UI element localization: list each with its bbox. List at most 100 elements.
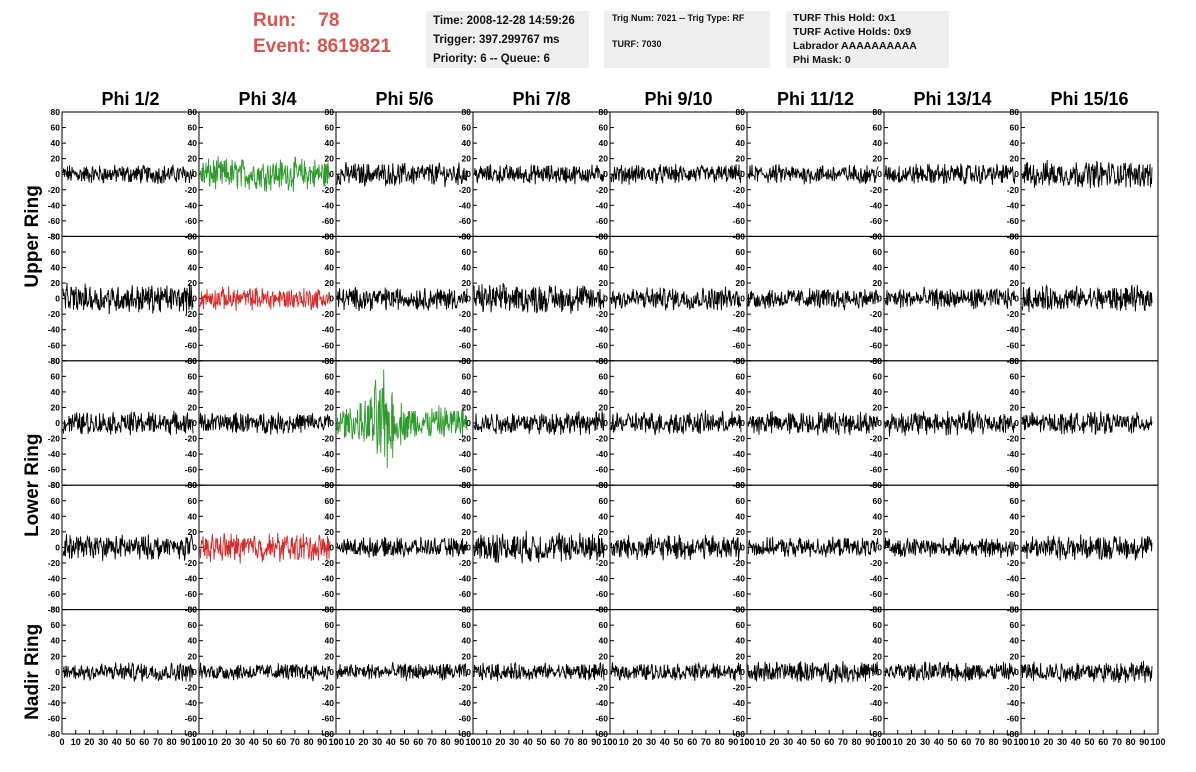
run-label: Run: [253, 10, 297, 31]
y-tick-label: 20 [462, 278, 472, 288]
y-tick-label: 20 [873, 527, 883, 537]
x-tick-label: 70 [1112, 737, 1122, 747]
run-event-info: Run: 78 Event: 8619821 [253, 8, 391, 60]
y-tick-label: -60 [322, 589, 335, 599]
y-tick-label: 0 [1014, 418, 1019, 428]
y-tick-label: 60 [51, 371, 61, 381]
waveform-trace [610, 163, 742, 185]
y-tick-label: -20 [870, 309, 883, 319]
y-tick-label: 60 [1010, 620, 1020, 630]
y-tick-label: 0 [877, 542, 882, 552]
y-tick-label: -20 [596, 309, 609, 319]
y-tick-label: 80 [188, 107, 198, 117]
column-title: Phi 7/8 [512, 89, 570, 109]
x-tick-label: 0 [196, 737, 201, 747]
y-tick-label: 40 [599, 263, 609, 273]
y-tick-label: -60 [322, 465, 335, 475]
y-tick-label: 40 [1010, 263, 1020, 273]
y-tick-label: 40 [325, 387, 335, 397]
y-tick-label: -40 [596, 200, 609, 210]
y-tick-label: -40 [1007, 698, 1020, 708]
y-tick-label: -40 [185, 449, 198, 459]
x-tick-label: 10 [756, 737, 766, 747]
y-tick-label: -40 [48, 325, 61, 335]
y-tick-label: -20 [185, 558, 198, 568]
waveform-trace [62, 282, 194, 315]
y-tick-label: -40 [733, 325, 746, 335]
column-title: Phi 3/4 [238, 89, 296, 109]
y-tick-label: 60 [51, 247, 61, 257]
y-tick-label: 80 [188, 480, 198, 490]
y-tick-label: 80 [462, 605, 472, 615]
y-tick-label: 80 [188, 231, 198, 241]
y-tick-label: 60 [325, 371, 335, 381]
waveform-trace [1021, 534, 1153, 561]
waveform-trace [1021, 660, 1153, 683]
y-tick-label: -40 [48, 698, 61, 708]
x-tick-label: 80 [578, 737, 588, 747]
x-tick-label: 40 [934, 737, 944, 747]
waveform-trace [747, 661, 879, 684]
y-tick-label: 80 [599, 480, 609, 490]
y-tick-label: 40 [51, 511, 61, 521]
y-tick-label: -20 [596, 434, 609, 444]
y-tick-label: -20 [48, 434, 61, 444]
y-tick-label: -60 [733, 713, 746, 723]
y-tick-label: 20 [462, 651, 472, 661]
waveform-trace [336, 662, 468, 681]
y-tick-label: -80 [185, 729, 198, 739]
y-tick-label: -60 [48, 216, 61, 226]
y-tick-label: 60 [325, 123, 335, 133]
y-tick-label: 20 [1010, 278, 1020, 288]
y-tick-label: 0 [329, 169, 334, 179]
y-tick-label: -40 [733, 574, 746, 584]
trigger-text: Trigger: 397.299767 ms [433, 34, 560, 46]
y-tick-label: -40 [870, 325, 883, 335]
trig-num-box: Trig Num: 7021 -- Trig Type: RF TURF: 70… [604, 11, 770, 68]
x-tick-label: 50 [536, 737, 546, 747]
x-tick-label: 20 [84, 737, 94, 747]
y-tick-label: 40 [325, 263, 335, 273]
y-tick-label: -80 [48, 356, 61, 366]
x-tick-label: 30 [646, 737, 656, 747]
x-tick-label: 50 [262, 737, 272, 747]
y-tick-label: -80 [48, 605, 61, 615]
waveform-trace [473, 530, 605, 564]
y-tick-label: 60 [188, 123, 198, 133]
x-tick-label: 40 [386, 737, 396, 747]
x-tick-label: 40 [523, 737, 533, 747]
y-tick-label: 80 [462, 231, 472, 241]
y-tick-label: -60 [185, 216, 198, 226]
event-label: Event: [253, 36, 312, 57]
waveform-trace [199, 662, 331, 682]
y-tick-label: 20 [462, 154, 472, 164]
x-tick-label: 50 [673, 737, 683, 747]
y-tick-label: -60 [459, 713, 472, 723]
waveform-trace [884, 163, 1016, 185]
y-tick-label: 20 [51, 278, 61, 288]
y-tick-label: -40 [870, 449, 883, 459]
y-tick-label: 60 [736, 247, 746, 257]
waveform-trace [884, 536, 1016, 559]
y-tick-label: -60 [1007, 713, 1020, 723]
y-tick-label: 60 [599, 371, 609, 381]
x-tick-label: 30 [920, 737, 930, 747]
x-tick-label: 100 [1013, 737, 1028, 747]
x-tick-label: 30 [1057, 737, 1067, 747]
x-tick-label: 100 [739, 737, 754, 747]
y-tick-label: 40 [1010, 138, 1020, 148]
y-tick-label: -60 [459, 589, 472, 599]
y-tick-label: 20 [599, 527, 609, 537]
y-tick-label: 0 [466, 169, 471, 179]
x-tick-label: 80 [304, 737, 314, 747]
y-tick-label: 20 [188, 278, 198, 288]
x-tick-label: 30 [783, 737, 793, 747]
y-tick-label: 80 [599, 605, 609, 615]
column-title: Phi 15/16 [1050, 89, 1128, 109]
y-tick-label: -80 [596, 729, 609, 739]
y-tick-label: 0 [466, 667, 471, 677]
y-tick-label: 60 [51, 496, 61, 506]
x-tick-label: 80 [1126, 737, 1136, 747]
x-tick-label: 90 [454, 737, 464, 747]
y-tick-label: -20 [185, 309, 198, 319]
